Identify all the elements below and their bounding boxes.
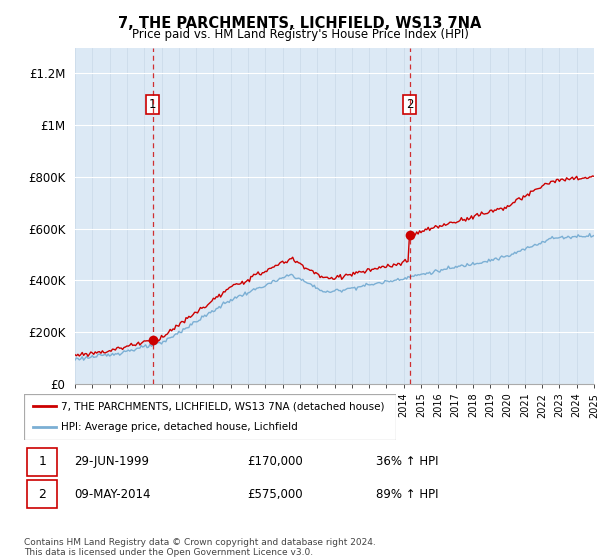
Text: Price paid vs. HM Land Registry's House Price Index (HPI): Price paid vs. HM Land Registry's House … [131, 28, 469, 41]
Text: 1: 1 [149, 98, 157, 111]
Text: 09-MAY-2014: 09-MAY-2014 [74, 488, 151, 501]
Text: 2: 2 [406, 98, 413, 111]
Text: 1: 1 [38, 455, 46, 468]
Text: 7, THE PARCHMENTS, LICHFIELD, WS13 7NA: 7, THE PARCHMENTS, LICHFIELD, WS13 7NA [118, 16, 482, 31]
Text: 89% ↑ HPI: 89% ↑ HPI [376, 488, 438, 501]
Bar [27, 448, 58, 475]
Bar [27, 480, 58, 508]
Text: HPI: Average price, detached house, Lichfield: HPI: Average price, detached house, Lich… [61, 422, 298, 432]
Text: 36% ↑ HPI: 36% ↑ HPI [376, 455, 438, 468]
Text: 2: 2 [38, 488, 46, 501]
Text: £575,000: £575,000 [247, 488, 303, 501]
Text: 7, THE PARCHMENTS, LICHFIELD, WS13 7NA (detached house): 7, THE PARCHMENTS, LICHFIELD, WS13 7NA (… [61, 401, 385, 411]
Text: Contains HM Land Registry data © Crown copyright and database right 2024.
This d: Contains HM Land Registry data © Crown c… [24, 538, 376, 557]
Text: 29-JUN-1999: 29-JUN-1999 [74, 455, 149, 468]
Text: £170,000: £170,000 [247, 455, 303, 468]
